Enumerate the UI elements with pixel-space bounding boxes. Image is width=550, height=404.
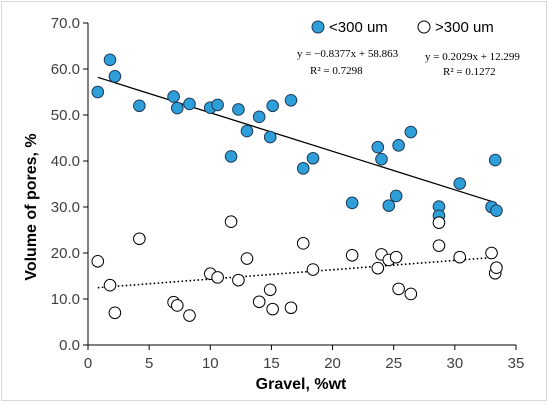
data-point-fine	[490, 204, 503, 217]
data-point-coarse	[133, 232, 146, 246]
y-axis-title: Volume of pores, %	[23, 133, 40, 280]
tick-labels: 0 5 10 15 20 25 30 35 0.0 10.0 20.0 30.0 40.0 50.0 60.…	[51, 15, 525, 372]
x-tick-label: 25	[385, 355, 402, 372]
data-point-coarse	[284, 301, 298, 315]
data-point-fine	[103, 53, 117, 67]
data-point-fine	[404, 125, 418, 139]
data-points	[91, 53, 503, 322]
data-point-fine	[91, 85, 105, 99]
y-tick-label: 10.0	[51, 291, 80, 308]
data-point-fine	[284, 93, 298, 107]
data-point-fine	[224, 150, 238, 163]
data-point-fine	[108, 70, 122, 83]
data-point-coarse	[296, 237, 310, 250]
trendline-fine	[97, 76, 497, 204]
legend-marker-fine	[311, 20, 325, 34]
data-point-coarse	[266, 302, 279, 316]
data-point-coarse	[232, 273, 245, 287]
data-point-coarse	[371, 261, 385, 275]
data-point-fine	[211, 98, 224, 112]
data-point-fine	[306, 151, 320, 165]
data-point-coarse	[103, 278, 117, 292]
data-point-coarse	[183, 309, 196, 322]
x-tick-label: 5	[145, 355, 153, 372]
y-tick-label: 40.0	[51, 153, 80, 170]
data-point-coarse	[432, 239, 446, 252]
data-point-coarse	[490, 261, 503, 275]
data-point-fine	[371, 140, 385, 154]
trend-equations: y = −0.8377x + 58.863 R² = 0.7298 y = 0.…	[297, 48, 520, 78]
data-point-coarse	[485, 246, 498, 260]
data-point-coarse	[392, 282, 405, 296]
x-tick-label: 35	[508, 355, 525, 372]
data-point-fine	[453, 177, 467, 190]
x-tick-label: 30	[447, 355, 464, 372]
data-point-fine	[133, 99, 146, 113]
y-tick-label: 60.0	[51, 61, 80, 78]
y-tick-label: 50.0	[51, 107, 80, 124]
trendline-coarse	[97, 256, 497, 289]
data-point-fine	[232, 103, 245, 116]
data-point-coarse	[91, 254, 105, 268]
data-point-fine	[296, 162, 310, 175]
legend: <300 um >300 um	[311, 19, 494, 36]
x-tick-label: 15	[263, 355, 280, 372]
trend-equation-fine: y = −0.8377x + 58.863	[297, 48, 399, 60]
data-point-coarse	[306, 263, 320, 276]
data-point-fine	[240, 124, 254, 138]
trend-equation-coarse: y = 0.2029x + 12.299	[425, 51, 520, 63]
data-point-fine	[375, 152, 388, 166]
data-point-fine	[183, 97, 196, 111]
data-point-fine	[488, 153, 502, 167]
data-point-coarse	[211, 271, 224, 284]
data-point-fine	[345, 196, 359, 210]
data-point-fine	[167, 90, 180, 103]
trend-r2-coarse: R² = 0.1272	[443, 66, 496, 78]
y-tick-label: 20.0	[51, 245, 80, 262]
data-point-coarse	[389, 250, 403, 264]
data-point-coarse	[224, 215, 238, 229]
y-tick-label: 70.0	[51, 15, 80, 32]
data-point-fine	[389, 189, 403, 203]
legend-label-coarse: >300 um	[435, 19, 494, 36]
x-tick-label: 10	[202, 355, 219, 372]
data-point-coarse	[108, 306, 122, 320]
data-point-coarse	[453, 250, 467, 264]
data-point-coarse	[263, 283, 277, 297]
data-point-coarse	[252, 295, 266, 309]
data-point-fine	[266, 99, 279, 113]
data-point-fine	[170, 101, 184, 115]
data-point-fine	[382, 199, 396, 212]
trendlines	[97, 76, 497, 289]
data-point-coarse	[240, 252, 254, 265]
x-tick-label: 20	[324, 355, 341, 372]
legend-label-fine: <300 um	[329, 19, 388, 36]
data-point-fine	[392, 139, 405, 152]
x-axis-title: Gravel, %wt	[256, 376, 347, 393]
data-point-coarse	[432, 216, 446, 229]
legend-marker-coarse	[417, 20, 431, 34]
data-point-fine	[263, 130, 277, 144]
axes	[83, 22, 517, 350]
data-point-coarse	[345, 249, 359, 262]
data-point-coarse	[404, 287, 418, 301]
data-point-coarse	[170, 299, 184, 312]
data-point-fine	[252, 110, 266, 124]
x-tick-label: 0	[84, 355, 92, 372]
y-tick-label: 0.0	[59, 337, 80, 354]
trend-r2-fine: R² = 0.7298	[310, 65, 363, 77]
y-tick-label: 30.0	[51, 199, 80, 216]
